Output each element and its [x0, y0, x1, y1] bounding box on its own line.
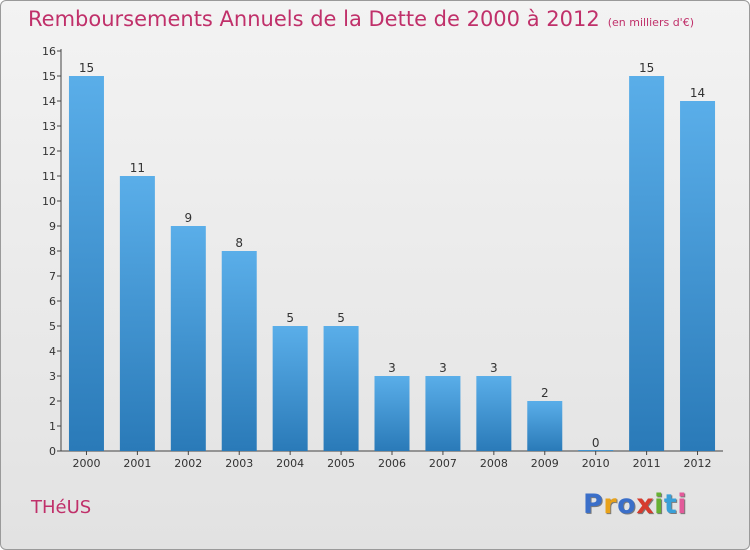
bar: [272, 326, 308, 451]
data-label: 2: [541, 386, 549, 400]
data-label: 5: [286, 311, 294, 325]
data-label: 3: [388, 361, 396, 375]
bar: [68, 76, 104, 451]
bar: [119, 176, 155, 451]
logo-letter: o: [617, 489, 637, 520]
x-tick-label: 2009: [531, 457, 559, 470]
chart-unit: (en milliers d'€): [607, 16, 694, 29]
x-tick-label: 2011: [633, 457, 661, 470]
data-label: 5: [337, 311, 345, 325]
y-tick-label: 5: [49, 320, 56, 333]
y-tick-label: 11: [42, 170, 56, 183]
y-tick-label: 6: [49, 295, 56, 308]
bar: [425, 376, 461, 451]
bar: [323, 326, 359, 451]
x-tick-label: 2002: [174, 457, 202, 470]
data-label: 0: [592, 436, 600, 450]
data-label: 9: [184, 211, 192, 225]
y-tick-label: 10: [42, 195, 56, 208]
y-tick-label: 14: [42, 95, 56, 108]
logo-letter: i: [677, 489, 688, 520]
y-tick-label: 8: [49, 245, 56, 258]
x-tick-label: 2012: [684, 457, 712, 470]
y-tick-label: 7: [49, 270, 56, 283]
x-tick-label: 2001: [123, 457, 151, 470]
y-tick-label: 12: [42, 145, 56, 158]
bar: [527, 401, 563, 451]
x-tick-label: 2006: [378, 457, 406, 470]
y-tick-label: 4: [49, 345, 56, 358]
y-tick-label: 2: [49, 395, 56, 408]
data-label: 8: [235, 236, 243, 250]
y-tick-label: 1: [49, 420, 56, 433]
bar: [170, 226, 206, 451]
bar: [578, 450, 614, 451]
x-tick-label: 2008: [480, 457, 508, 470]
x-tick-label: 2004: [276, 457, 304, 470]
bar: [680, 101, 716, 451]
bar: [629, 76, 665, 451]
x-tick-label: 2007: [429, 457, 457, 470]
data-label: 14: [690, 86, 705, 100]
y-tick-label: 0: [49, 445, 56, 458]
logo-letter: r: [603, 489, 618, 520]
logo-letter: t: [663, 489, 678, 520]
x-tick-label: 2010: [582, 457, 610, 470]
data-label: 15: [79, 61, 94, 75]
logo-letter: P: [583, 489, 604, 520]
proxiti-logo[interactable]: Proxiti: [583, 489, 687, 520]
data-label: 3: [490, 361, 498, 375]
y-tick-label: 16: [42, 45, 56, 58]
bar: [374, 376, 410, 451]
x-tick-label: 2005: [327, 457, 355, 470]
y-tick-label: 3: [49, 370, 56, 383]
y-tick-label: 15: [42, 70, 56, 83]
x-tick-label: 2000: [72, 457, 100, 470]
chart-title: Remboursements Annuels de la Dette de 20…: [28, 7, 600, 31]
x-tick-label: 2003: [225, 457, 253, 470]
bar: [221, 251, 257, 451]
data-label: 11: [130, 161, 145, 175]
y-tick-label: 13: [42, 120, 56, 133]
logo-letter: x: [636, 489, 655, 520]
bar: [476, 376, 512, 451]
y-tick-label: 9: [49, 220, 56, 233]
data-label: 3: [439, 361, 447, 375]
data-label: 15: [639, 61, 654, 75]
chart-title-block: Remboursements Annuels de la Dette de 20…: [28, 7, 694, 31]
logo-letter: i: [654, 489, 664, 520]
commune-name: THéUS: [31, 497, 92, 518]
